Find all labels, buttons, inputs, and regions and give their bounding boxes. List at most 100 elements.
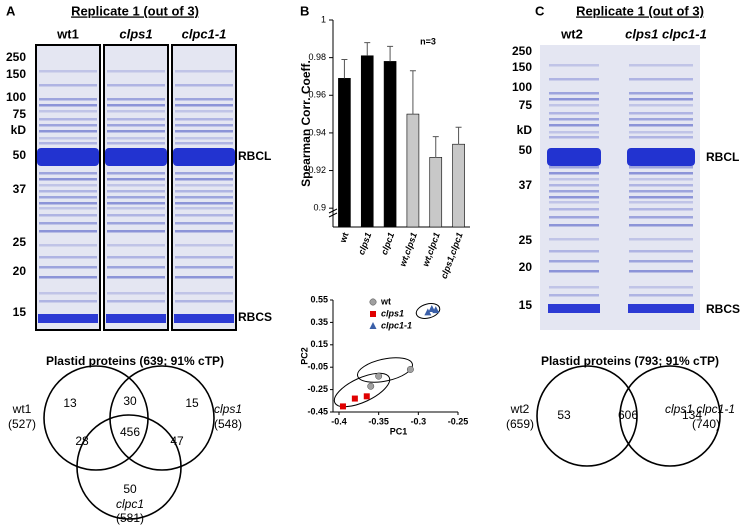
point: [339, 403, 346, 410]
gel-band: [629, 196, 693, 199]
gel-band: [107, 84, 165, 87]
gel-band: [175, 142, 233, 145]
gel-band: [107, 190, 165, 193]
gel-band: [39, 207, 97, 210]
gel-band: [39, 300, 97, 303]
panel-title: Replicate 1 (out of 3): [71, 3, 199, 18]
y-axis-label: Spearman Corr. Coeff.: [299, 60, 313, 187]
marker-label: kD: [11, 123, 27, 137]
venn-count: 13: [63, 396, 77, 410]
gel-band: [107, 178, 165, 181]
gel-band: [175, 230, 233, 233]
gel-band: [629, 201, 693, 204]
gel-band: [629, 166, 693, 169]
band-label: RBCL: [706, 150, 739, 164]
axis-break: [328, 208, 338, 214]
gel-band: [549, 136, 599, 139]
gel-band: [175, 130, 233, 133]
gel-band: [107, 70, 165, 73]
marker-label: 75: [13, 107, 27, 121]
gel-band: [175, 256, 233, 259]
y-tick-label: -0.05: [307, 362, 328, 372]
set-count: (527): [8, 417, 36, 431]
marker-label: 15: [13, 305, 27, 319]
gel-band: [107, 142, 165, 145]
gel-band: [629, 104, 693, 107]
x-tick-label: -0.4: [331, 416, 347, 426]
gel-band: [175, 118, 233, 121]
gel-band: [549, 172, 599, 175]
y-tick-label: 0.96: [308, 90, 326, 100]
marker-label: 100: [6, 90, 26, 104]
gel-band: [629, 118, 693, 121]
gel-band: [629, 250, 693, 253]
gel-band: [629, 294, 693, 297]
gel-band: [629, 260, 693, 263]
venn-count: 456: [120, 425, 140, 439]
gel-band: [629, 136, 693, 139]
marker-label: 150: [512, 60, 532, 74]
gel-band: [39, 104, 97, 107]
bar: [429, 157, 443, 228]
gel-band: [175, 178, 233, 181]
marker-label: kD: [517, 123, 533, 137]
gel-band: [174, 314, 234, 323]
gel-band: [107, 276, 165, 279]
venn-count: 606: [618, 408, 638, 422]
gel-band: [175, 190, 233, 193]
gel-band: [175, 202, 233, 205]
point: [424, 308, 432, 316]
error-bar: [387, 45, 394, 62]
gel-band: [549, 201, 599, 204]
set-count: (581): [116, 511, 144, 525]
gel-band: [549, 178, 599, 181]
marker-label: 100: [512, 80, 532, 94]
gel-lane: [103, 44, 169, 331]
error-bar: [432, 136, 439, 158]
marker-label: 37: [13, 182, 27, 196]
panel-label: B: [300, 3, 309, 18]
y-tick-label: 0.98: [308, 52, 326, 62]
gel-band: [39, 178, 97, 181]
gel-band: [39, 184, 97, 187]
cluster-outlines: [333, 303, 441, 408]
venn-circles: [536, 365, 721, 467]
gel-band: [105, 148, 167, 166]
gel-band: [629, 131, 693, 134]
gel-band: [548, 304, 600, 313]
set-name: clpc1: [116, 497, 144, 511]
gel-band: [629, 208, 693, 211]
gel-band: [628, 304, 694, 313]
annotation: n=3: [420, 36, 436, 46]
gel-band: [107, 196, 165, 199]
venn-count: 53: [557, 408, 571, 422]
set-name: wt2: [510, 402, 530, 416]
lane-label: wt1: [56, 26, 79, 41]
gels: [35, 44, 700, 331]
gel-band: [547, 148, 601, 166]
venn-title: Plastid proteins (639; 91% cTP): [46, 354, 224, 368]
marker-label: 15: [519, 298, 533, 312]
gel-band: [39, 202, 97, 205]
gel-band: [175, 196, 233, 199]
gel-lane: [171, 44, 237, 331]
bar: [338, 78, 351, 228]
gel-band: [39, 142, 97, 145]
gel-band: [175, 244, 233, 247]
marker-label: 50: [519, 143, 533, 157]
x-tick-label: wt: [337, 231, 350, 245]
band-label: RBCL: [238, 149, 271, 163]
error-bar: [409, 70, 416, 115]
set-name: clps1: [214, 402, 242, 416]
gel-band: [175, 276, 233, 279]
x-tick-label: clps1,clpc1: [439, 231, 465, 280]
venn-count: 134: [682, 408, 702, 422]
gel-band: [107, 98, 165, 101]
marker-label: 250: [512, 44, 532, 58]
gel-band: [629, 270, 693, 273]
gel-band: [629, 190, 693, 193]
gel-band: [39, 137, 97, 140]
panel-label: C: [535, 3, 545, 18]
band-label: RBCS: [706, 302, 740, 316]
gel-band: [629, 224, 693, 227]
